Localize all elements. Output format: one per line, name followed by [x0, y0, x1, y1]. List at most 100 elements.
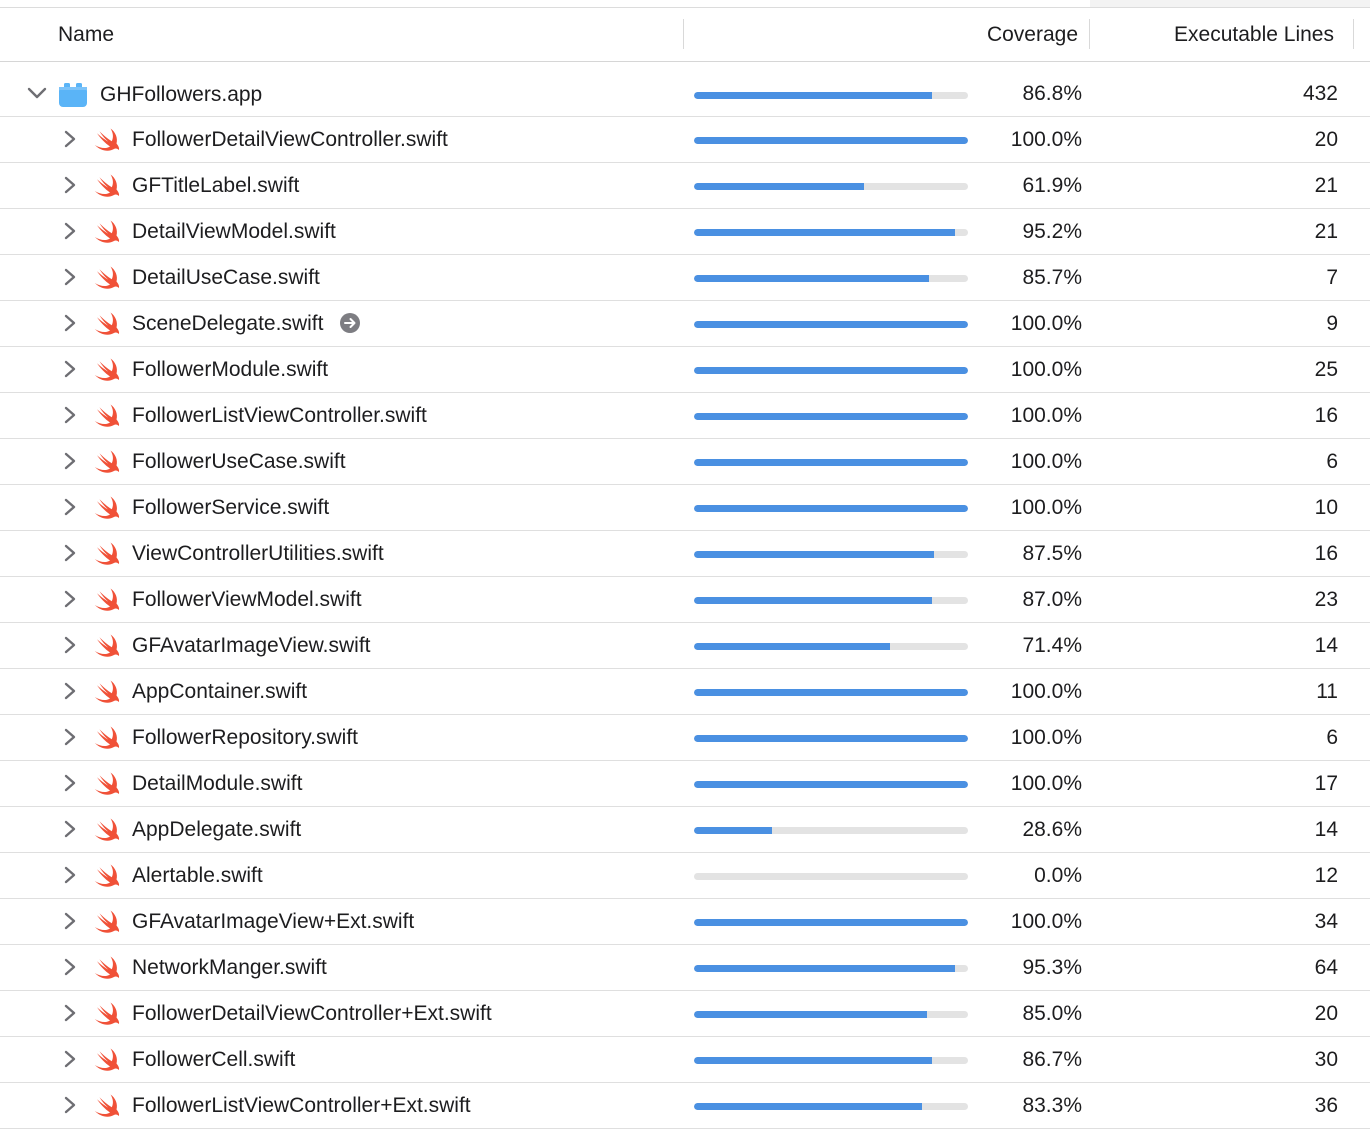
file-row[interactable]: ViewControllerUtilities.swift 87.5% 16 [0, 531, 1370, 577]
file-row[interactable]: GFAvatarImageView.swift 71.4% 14 [0, 623, 1370, 669]
file-row[interactable]: DetailUseCase.swift 85.7% 7 [0, 255, 1370, 301]
jump-to-file-icon[interactable] [339, 312, 361, 334]
file-name: DetailUseCase.swift [132, 255, 320, 300]
file-name: FollowerService.swift [132, 485, 329, 530]
swift-file-icon [94, 634, 120, 657]
app-bundle-icon [59, 83, 87, 107]
file-row[interactable]: FollowerModule.swift 100.0% 25 [0, 347, 1370, 393]
file-row[interactable]: FollowerUseCase.swift 100.0% 6 [0, 439, 1370, 485]
chevron-right-icon[interactable] [62, 450, 78, 472]
chevron-right-icon[interactable] [62, 220, 78, 242]
coverage-bar [694, 92, 968, 99]
file-row[interactable]: FollowerListViewController.swift 100.0% 16 [0, 393, 1370, 439]
chevron-right-icon[interactable] [62, 542, 78, 564]
file-name: DetailModule.swift [132, 761, 302, 806]
column-divider[interactable] [683, 19, 684, 49]
chevron-right-icon[interactable] [62, 496, 78, 518]
chevron-right-icon[interactable] [62, 818, 78, 840]
chevron-right-icon[interactable] [62, 588, 78, 610]
coverage-bar-fill [694, 735, 968, 742]
file-row[interactable]: NetworkManger.swift 95.3% 64 [0, 945, 1370, 991]
file-row[interactable]: SceneDelegate.swift 100.0% 9 [0, 301, 1370, 347]
chevron-down-icon[interactable] [26, 84, 48, 102]
coverage-percent: 100.0% [1010, 128, 1082, 151]
file-name-text: AppDelegate.swift [132, 818, 302, 841]
file-row[interactable]: GFAvatarImageView+Ext.swift 100.0% 34 [0, 899, 1370, 945]
file-row[interactable]: GFTitleLabel.swift 61.9% 21 [0, 163, 1370, 209]
coverage-percent: 95.3% [1022, 956, 1082, 979]
file-row[interactable]: FollowerDetailViewController.swift 100.0%… [0, 117, 1370, 163]
file-row[interactable]: DetailViewModel.swift 95.2% 21 [0, 209, 1370, 255]
swift-file-icon [94, 956, 120, 979]
coverage-percent: 71.4% [1022, 634, 1082, 657]
file-row[interactable]: FollowerDetailViewController+Ext.swift 85… [0, 991, 1370, 1037]
chevron-right-icon[interactable] [62, 1048, 78, 1070]
column-divider[interactable] [1089, 19, 1090, 49]
column-header-coverage[interactable]: Coverage [986, 23, 1078, 46]
file-name: FollowerCell.swift [132, 1037, 295, 1082]
coverage-percent: 100.0% [1010, 404, 1082, 427]
coverage-bar [694, 459, 968, 466]
target-row[interactable]: GHFollowers.app 86.8% 432 [0, 72, 1370, 117]
executable-lines-count: 10 [1314, 496, 1338, 519]
file-row[interactable]: AppContainer.swift 100.0% 11 [0, 669, 1370, 715]
coverage-bar-fill [694, 689, 968, 696]
file-name: FollowerModule.swift [132, 347, 328, 392]
chevron-right-icon[interactable] [62, 1002, 78, 1024]
column-header-executable-lines[interactable]: Executable Lines [1174, 23, 1334, 46]
chevron-right-icon[interactable] [62, 680, 78, 702]
chevron-right-icon[interactable] [62, 910, 78, 932]
file-rows: FollowerDetailViewController.swift 100.0%… [0, 117, 1370, 1129]
file-name-text: DetailUseCase.swift [132, 266, 320, 289]
chevron-right-icon[interactable] [62, 1094, 78, 1116]
chevron-right-icon[interactable] [62, 358, 78, 380]
file-row[interactable]: FollowerRepository.swift 100.0% 6 [0, 715, 1370, 761]
coverage-percent: 85.7% [1022, 266, 1082, 289]
file-name-text: FollowerUseCase.swift [132, 450, 346, 473]
swift-file-icon [94, 1002, 120, 1025]
file-name: FollowerUseCase.swift [132, 439, 346, 484]
swift-file-icon [94, 726, 120, 749]
file-row[interactable]: AppDelegate.swift 28.6% 14 [0, 807, 1370, 853]
coverage-tree: GHFollowers.app 86.8% 432 FollowerDetail… [0, 72, 1370, 1129]
coverage-percent: 100.0% [1010, 450, 1082, 473]
chevron-right-icon[interactable] [62, 312, 78, 334]
file-name-text: FollowerListViewController.swift [132, 404, 427, 427]
file-row[interactable]: FollowerViewModel.swift 87.0% 23 [0, 577, 1370, 623]
chevron-right-icon[interactable] [62, 634, 78, 656]
chevron-right-icon[interactable] [62, 174, 78, 196]
file-row[interactable]: FollowerListViewController+Ext.swift 83.3… [0, 1083, 1370, 1129]
coverage-percent: 87.5% [1022, 542, 1082, 565]
coverage-percent: 100.0% [1010, 680, 1082, 703]
chevron-right-icon[interactable] [62, 266, 78, 288]
executable-lines-count: 21 [1314, 174, 1338, 197]
chevron-right-icon[interactable] [62, 772, 78, 794]
coverage-percent: 100.0% [1010, 496, 1082, 519]
column-header-name[interactable]: Name [58, 23, 115, 46]
file-name-text: GFAvatarImageView.swift [132, 634, 371, 657]
file-name: AppContainer.swift [132, 669, 307, 714]
file-name: DetailViewModel.swift [132, 209, 336, 254]
coverage-bar [694, 367, 968, 374]
chevron-right-icon[interactable] [62, 726, 78, 748]
chevron-right-icon[interactable] [62, 956, 78, 978]
coverage-percent: 100.0% [1010, 358, 1082, 381]
chevron-right-icon[interactable] [62, 128, 78, 150]
file-name-text: DetailViewModel.swift [132, 220, 336, 243]
swift-file-icon [94, 818, 120, 841]
file-row[interactable]: DetailModule.swift 100.0% 17 [0, 761, 1370, 807]
file-row[interactable]: FollowerCell.swift 86.7% 30 [0, 1037, 1370, 1083]
column-divider[interactable] [1353, 19, 1354, 49]
executable-lines-count: 25 [1314, 358, 1338, 381]
chevron-right-icon[interactable] [62, 864, 78, 886]
swift-file-icon [94, 450, 120, 473]
swift-file-icon [94, 128, 120, 151]
file-name: SceneDelegate.swift [132, 301, 361, 346]
executable-lines-count: 432 [1302, 82, 1338, 105]
executable-lines-count: 12 [1314, 864, 1338, 887]
swift-file-icon [94, 174, 120, 197]
file-row[interactable]: FollowerService.swift 100.0% 10 [0, 485, 1370, 531]
chevron-right-icon[interactable] [62, 404, 78, 426]
file-row[interactable]: Alertable.swift 0.0% 12 [0, 853, 1370, 899]
file-name: FollowerRepository.swift [132, 715, 358, 760]
